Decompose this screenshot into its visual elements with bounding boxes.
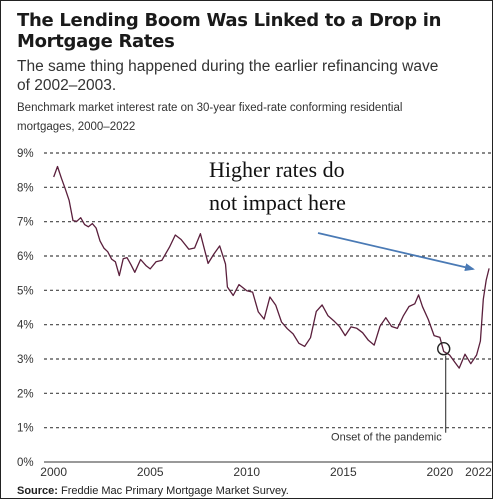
arrow-annotation-line2: not impact here — [209, 190, 346, 215]
y-tick-label: 2% — [17, 388, 34, 400]
x-tick-label: 2015 — [330, 465, 357, 479]
y-tick-label: 9% — [17, 148, 34, 160]
x-axis-ticks: 2000 2005 2010 2015 2020 2022 — [40, 465, 492, 479]
x-tick-label: 2000 — [40, 465, 67, 479]
y-tick-label: 3% — [17, 354, 34, 366]
y-tick-label: 5% — [17, 285, 34, 297]
pandemic-marker — [438, 343, 450, 355]
source-note: Source: Freddie Mac Primary Mortgage Mar… — [17, 485, 289, 497]
annotation-arrow — [318, 233, 473, 269]
x-tick-label: 2005 — [137, 465, 164, 479]
source-text: Freddie Mac Primary Mortgage Market Surv… — [58, 485, 289, 497]
y-axis-ticks: 0% 1% 2% 3% 4% 5% 6% 7% 8% 9% — [17, 148, 34, 469]
x-tick-label: 2022 — [465, 465, 492, 479]
x-tick-label: 2020 — [427, 465, 454, 479]
y-tick-label: 8% — [17, 182, 34, 194]
y-tick-label: 4% — [17, 320, 34, 332]
arrow-annotation-line1: Higher rates do — [209, 157, 345, 182]
y-tick-label: 1% — [17, 423, 34, 435]
y-tick-label: 6% — [17, 251, 34, 263]
y-tick-label: 0% — [17, 457, 34, 469]
y-tick-label: 7% — [17, 217, 34, 229]
pandemic-annotation: Onset of the pandemic — [331, 432, 442, 444]
x-tick-label: 2010 — [233, 465, 260, 479]
source-label: Source: — [17, 485, 58, 497]
